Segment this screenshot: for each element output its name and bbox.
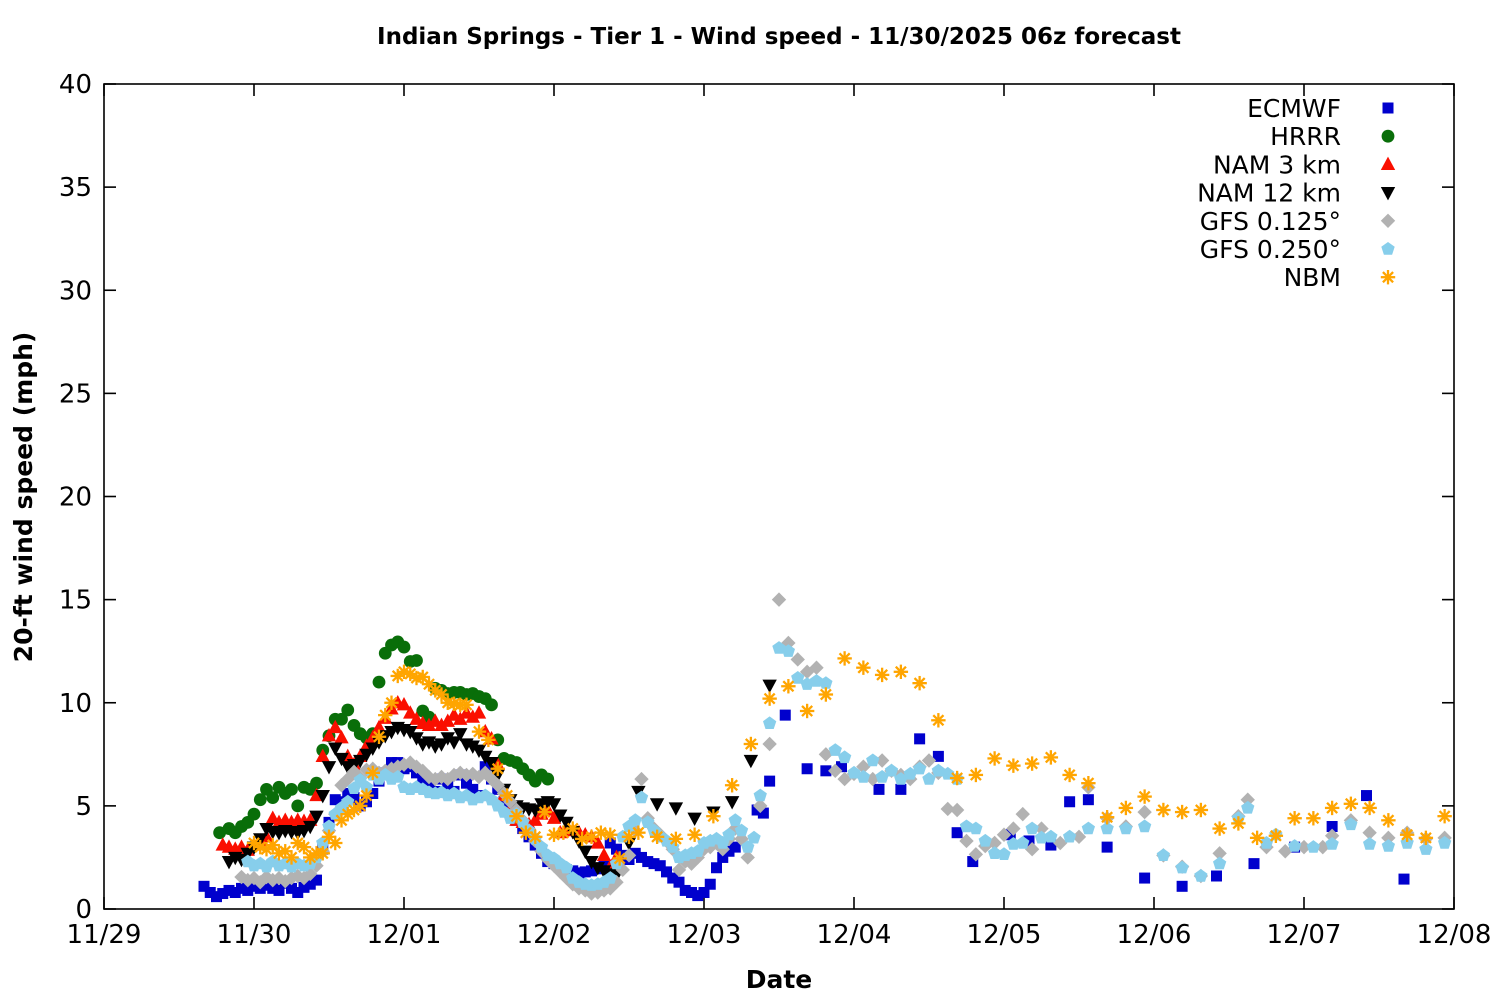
x-tick-label: 11/29 xyxy=(67,920,142,950)
x-tick-label: 11/30 xyxy=(217,920,292,950)
y-tick-label: 20 xyxy=(59,483,92,513)
y-tick-label: 25 xyxy=(59,379,92,409)
y-axis-title: 20-ft wind speed (mph) xyxy=(9,332,38,663)
x-tick-label: 12/03 xyxy=(667,920,742,950)
axis-ticks xyxy=(103,83,1455,910)
y-tick-label: 0 xyxy=(75,895,92,925)
x-tick-label: 12/07 xyxy=(1267,920,1342,950)
y-tick-label: 35 xyxy=(59,173,92,203)
legend-item-ecmwf: ECMWF xyxy=(1247,94,1394,123)
y-tick-label: 15 xyxy=(59,586,92,616)
y-tick-label: 5 xyxy=(75,792,92,822)
legend-item-nam-3-km: NAM 3 km xyxy=(1213,150,1396,179)
x-tick-label: 12/05 xyxy=(967,920,1042,950)
series-nbm xyxy=(246,651,1452,866)
x-tick-label: 12/06 xyxy=(1117,920,1192,950)
legend-item-label: GFS 0.125° xyxy=(1200,207,1341,236)
legend-item-label: NBM xyxy=(1284,263,1341,292)
x-tick-label: 12/08 xyxy=(1417,920,1492,950)
y-tick-label: 40 xyxy=(59,70,92,100)
legend-item-label: HRRR xyxy=(1270,122,1341,151)
legend-item-label: ECMWF xyxy=(1247,94,1341,123)
legend-item-label: NAM 3 km xyxy=(1213,150,1341,179)
chart-title: Indian Springs - Tier 1 - Wind speed - 1… xyxy=(377,24,1181,50)
axis-tick-labels: 11/29 11/30 12/01 12/02 12/03 12/04 12/05 12/06… xyxy=(59,70,1492,950)
legend-item-label: NAM 12 km xyxy=(1197,179,1341,208)
legend-item-gfs-0-125-: GFS 0.125° xyxy=(1200,207,1396,236)
x-axis-title: Date xyxy=(746,965,813,994)
series-hrrr xyxy=(213,635,555,840)
legend-item-hrrr: HRRR xyxy=(1270,122,1395,151)
legend-item-gfs-0-250-: GFS 0.250° xyxy=(1200,235,1395,264)
x-tick-label: 12/02 xyxy=(517,920,592,950)
y-tick-label: 30 xyxy=(59,276,92,306)
x-tick-label: 12/04 xyxy=(817,920,892,950)
legend-item-label: GFS 0.250° xyxy=(1200,235,1341,264)
scatter-points-layer xyxy=(198,592,1452,903)
x-tick-label: 12/01 xyxy=(367,920,442,950)
y-tick-label: 10 xyxy=(59,689,92,719)
legend-item-nam-12-km: NAM 12 km xyxy=(1197,179,1396,208)
legend-item-nbm: NBM xyxy=(1284,263,1396,292)
